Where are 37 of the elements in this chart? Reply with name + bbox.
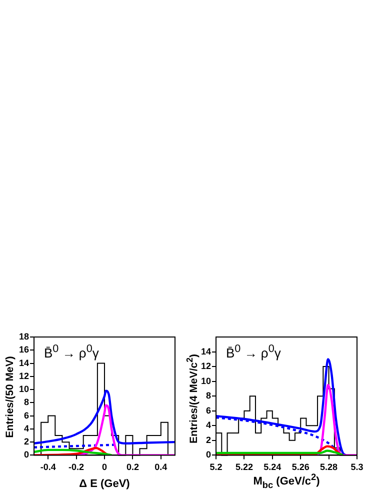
y-tick-label: 16 <box>18 344 30 355</box>
y-tick-label: 12 <box>200 361 212 372</box>
y-tick-label: 0 <box>206 450 212 460</box>
y-tick-label: 4 <box>206 420 212 430</box>
y-tick-label: 0 <box>24 450 30 460</box>
x-tick-label: 0 <box>102 462 108 472</box>
y-tick-label: 10 <box>18 384 30 394</box>
x-tick-label: 0.2 <box>126 462 139 472</box>
y-tick-label: 14 <box>18 358 30 368</box>
y-tick-label: 8 <box>24 397 30 408</box>
y-tick-label: 8 <box>206 390 212 401</box>
y-tick-label: 2 <box>206 434 212 445</box>
y-tick-label: 18 <box>18 331 30 342</box>
y-tick-label: 6 <box>24 410 30 420</box>
annotation: B̄$^{0}$ → ρ$^{0}$γ <box>44 343 99 360</box>
x-tick-label: 0.4 <box>154 462 168 472</box>
y-tick-label: 2 <box>24 436 30 447</box>
x-tick-label: 5.26 <box>292 462 310 472</box>
y-tick-label: 4 <box>24 423 30 434</box>
y-axis-title: Entries/(50 MeV) <box>4 356 16 438</box>
y-tick-label: 10 <box>200 376 212 386</box>
line-series <box>34 390 175 444</box>
annotation: B̄$^{0}$ → ρ$^{0}$γ <box>226 343 281 360</box>
x-tick-label: 5.24 <box>264 462 282 472</box>
x-axis-title: Δ E (GeV) <box>78 478 131 490</box>
y-tick-label: 12 <box>18 370 30 381</box>
x-tick-label: 5.22 <box>235 462 253 472</box>
x-tick-label: 5.28 <box>320 462 338 472</box>
line-series <box>216 445 344 456</box>
x-tick-label: 5.2 <box>210 462 222 472</box>
x-tick-label: -0.2 <box>68 462 84 472</box>
x-tick-label: 5.3 <box>350 462 364 472</box>
x-axis-title: M$_{bc}$ (GeV/c$^{2}$) <box>252 472 321 490</box>
y-tick-label: 14 <box>200 346 212 356</box>
y-tick-label: 6 <box>206 405 212 416</box>
line-series <box>34 446 113 456</box>
x-tick-label: -0.4 <box>40 462 56 472</box>
